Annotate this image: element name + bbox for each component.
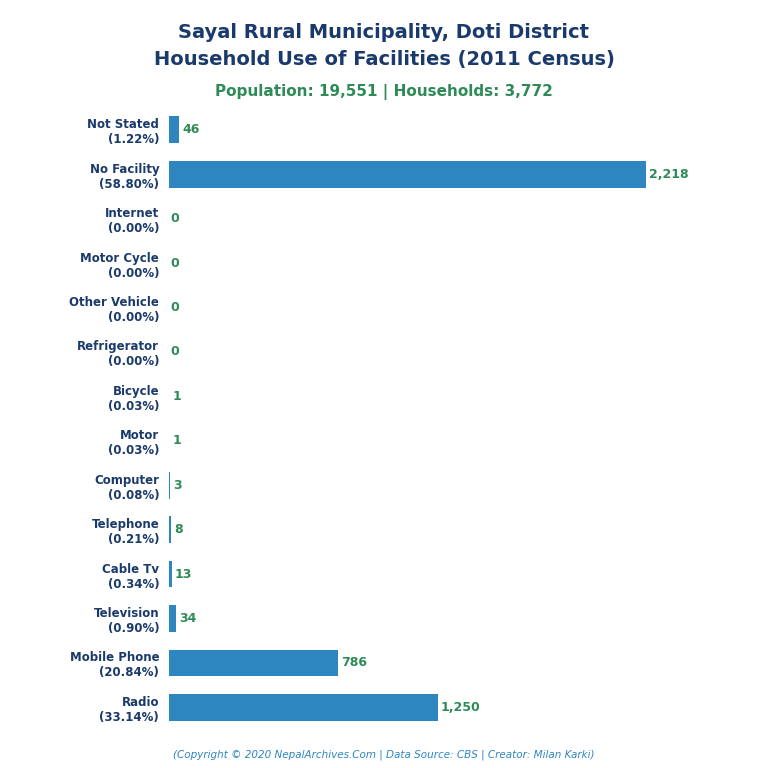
- Text: 1: 1: [172, 390, 181, 403]
- Text: 0: 0: [170, 257, 180, 270]
- Text: 3: 3: [173, 478, 181, 492]
- Text: (Copyright © 2020 NepalArchives.Com | Data Source: CBS | Creator: Milan Karki): (Copyright © 2020 NepalArchives.Com | Da…: [174, 750, 594, 760]
- Text: Population: 19,551 | Households: 3,772: Population: 19,551 | Households: 3,772: [215, 84, 553, 101]
- Text: 0: 0: [170, 346, 180, 359]
- Bar: [169, 161, 646, 187]
- Bar: [169, 561, 172, 588]
- Bar: [169, 605, 177, 632]
- Text: Household Use of Facilities (2011 Census): Household Use of Facilities (2011 Census…: [154, 50, 614, 69]
- Text: Sayal Rural Municipality, Doti District: Sayal Rural Municipality, Doti District: [178, 23, 590, 42]
- Text: 46: 46: [182, 123, 200, 136]
- Text: 0: 0: [170, 212, 180, 225]
- Bar: [169, 516, 170, 543]
- Text: 34: 34: [180, 612, 197, 625]
- Text: 2,218: 2,218: [649, 167, 689, 180]
- Bar: [169, 117, 179, 143]
- Text: 8: 8: [174, 523, 183, 536]
- Text: 13: 13: [175, 568, 192, 581]
- Bar: [169, 650, 338, 677]
- Text: 1,250: 1,250: [441, 701, 481, 714]
- Text: 786: 786: [341, 657, 367, 670]
- Text: 1: 1: [172, 434, 181, 447]
- Text: 0: 0: [170, 301, 180, 314]
- Bar: [169, 694, 438, 720]
